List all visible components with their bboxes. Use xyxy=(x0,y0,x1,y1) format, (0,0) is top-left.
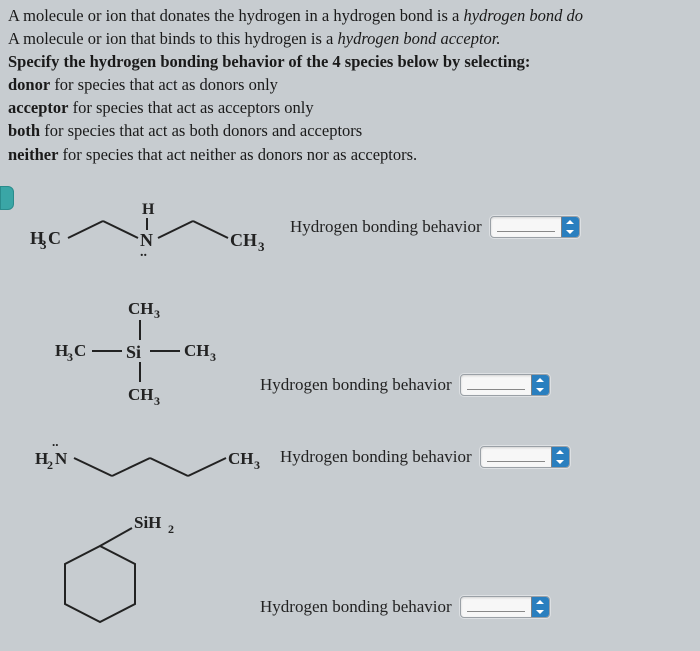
option-desc: for species that act as acceptors only xyxy=(68,98,313,117)
molecule-4: SiH 2 xyxy=(40,506,240,651)
atom-label: 3 xyxy=(258,239,265,254)
option-kw: acceptor xyxy=(8,98,68,117)
intro-term: hydrogen bond do xyxy=(463,6,582,25)
atom-label: 3 xyxy=(40,237,47,252)
hb-select-2[interactable] xyxy=(460,374,550,396)
atom-label: 2 xyxy=(168,522,174,536)
stepper-icon[interactable] xyxy=(531,375,549,395)
select-value xyxy=(497,222,555,232)
intro-line: A molecule or ion that binds to this hyd… xyxy=(8,29,338,48)
atom-label: CH xyxy=(230,230,257,250)
atom-label: C xyxy=(48,228,61,248)
atom-label: CH xyxy=(184,341,210,360)
atom-label: Si xyxy=(126,342,141,362)
atom-label: H xyxy=(142,201,155,218)
stepper-icon[interactable] xyxy=(551,447,569,467)
hb-select-4[interactable] xyxy=(460,596,550,618)
atom-label: SiH xyxy=(134,513,161,532)
molecule-2: CH 3 H 3 C Si CH 3 CH 3 xyxy=(50,296,270,421)
option-desc: for species that act as both donors and … xyxy=(40,121,362,140)
hb-select-3[interactable] xyxy=(480,446,570,468)
lone-pair: .. xyxy=(140,245,147,260)
atom-label: 2 xyxy=(47,458,53,472)
option-kw: both xyxy=(8,121,40,140)
hb-behavior-label: Hydrogen bonding behavior xyxy=(260,375,452,395)
option-desc: for species that act as donors only xyxy=(50,75,278,94)
select-value xyxy=(467,602,525,612)
species-row-1: H 3 C H N .. CH 3 Hydrogen bonding behav… xyxy=(0,196,700,296)
hb-select-1[interactable] xyxy=(490,216,580,238)
atom-label: CH xyxy=(128,299,154,318)
atom-label: 3 xyxy=(210,350,216,364)
species-row-3: .. H 2 N CH 3 Hydrogen bonding behavior xyxy=(0,426,700,506)
atom-label: 3 xyxy=(254,458,260,472)
atom-label: C xyxy=(74,341,86,360)
hb-behavior-label: Hydrogen bonding behavior xyxy=(280,447,472,467)
hb-behavior-label: Hydrogen bonding behavior xyxy=(260,597,452,617)
select-value xyxy=(467,380,525,390)
molecule-1: H 3 C H N .. CH 3 xyxy=(20,196,290,281)
atom-label: N xyxy=(55,449,68,468)
intro-term: hydrogen bond acceptor. xyxy=(338,29,501,48)
atom-label: 3 xyxy=(154,307,160,321)
option-kw: neither xyxy=(8,145,58,164)
select-value xyxy=(487,452,545,462)
lone-pair: .. xyxy=(52,434,59,449)
intro-line: A molecule or ion that donates the hydro… xyxy=(8,6,463,25)
atom-label: CH xyxy=(128,385,154,404)
question-intro: A molecule or ion that donates the hydro… xyxy=(0,0,700,166)
stepper-icon[interactable] xyxy=(531,597,549,617)
species-row-2: CH 3 H 3 C Si CH 3 CH 3 Hydrogen bonding… xyxy=(0,296,700,426)
atom-label: 3 xyxy=(154,394,160,408)
atom-label: 3 xyxy=(67,350,73,364)
species-row-4: SiH 2 Hydrogen bonding behavior xyxy=(0,506,700,646)
option-desc: for species that act neither as donors n… xyxy=(58,145,417,164)
molecule-3: .. H 2 N CH 3 xyxy=(30,426,270,501)
intro-instruction: Specify the hydrogen bonding behavior of… xyxy=(8,50,692,73)
option-kw: donor xyxy=(8,75,50,94)
hb-behavior-label: Hydrogen bonding behavior xyxy=(290,217,482,237)
atom-label: CH xyxy=(228,449,254,468)
stepper-icon[interactable] xyxy=(561,217,579,237)
